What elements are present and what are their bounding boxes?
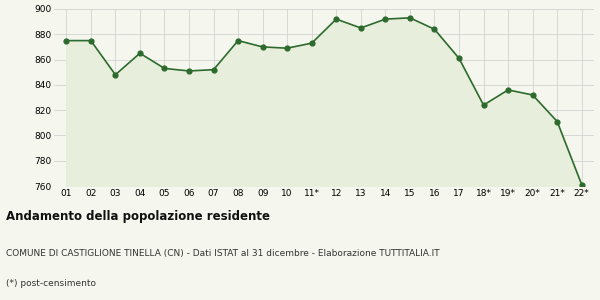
Point: [258, 44, 268, 49]
Point: [553, 119, 562, 124]
Point: [405, 16, 415, 20]
Point: [454, 56, 464, 61]
Point: [209, 67, 218, 72]
Point: [503, 88, 513, 92]
Point: [110, 72, 120, 77]
Point: [160, 66, 169, 71]
Point: [356, 26, 365, 30]
Point: [307, 41, 317, 46]
Text: Andamento della popolazione residente: Andamento della popolazione residente: [6, 210, 270, 223]
Point: [380, 17, 390, 22]
Point: [135, 51, 145, 56]
Point: [283, 46, 292, 51]
Point: [430, 27, 439, 32]
Point: [86, 38, 95, 43]
Point: [331, 17, 341, 22]
Point: [577, 182, 587, 187]
Text: COMUNE DI CASTIGLIONE TINELLA (CN) - Dati ISTAT al 31 dicembre - Elaborazione TU: COMUNE DI CASTIGLIONE TINELLA (CN) - Dat…: [6, 249, 440, 258]
Text: (*) post-censimento: (*) post-censimento: [6, 279, 96, 288]
Point: [528, 93, 538, 98]
Point: [479, 103, 488, 107]
Point: [233, 38, 243, 43]
Point: [184, 69, 194, 74]
Point: [61, 38, 71, 43]
